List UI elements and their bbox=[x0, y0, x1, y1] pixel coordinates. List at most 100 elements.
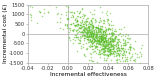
Point bbox=[90, 31, 93, 32]
Point bbox=[88, 28, 90, 29]
Point bbox=[103, 59, 106, 60]
Point bbox=[117, 52, 120, 53]
Point bbox=[66, 23, 68, 24]
Point bbox=[116, 39, 119, 40]
Point bbox=[107, 27, 109, 28]
Point bbox=[72, 16, 75, 17]
Point bbox=[106, 20, 108, 21]
Point bbox=[88, 41, 90, 42]
Point bbox=[90, 32, 92, 34]
Point bbox=[90, 35, 92, 37]
Point bbox=[81, 20, 84, 22]
Point bbox=[89, 39, 92, 40]
Point bbox=[68, 29, 71, 30]
Point bbox=[118, 54, 120, 55]
Point bbox=[140, 55, 143, 56]
Point bbox=[110, 52, 112, 54]
Point bbox=[109, 40, 111, 41]
Point bbox=[115, 54, 117, 56]
Point bbox=[104, 46, 107, 47]
Point bbox=[86, 34, 88, 36]
Point bbox=[103, 19, 105, 21]
Point bbox=[103, 50, 106, 51]
Point bbox=[97, 30, 99, 31]
Point bbox=[128, 46, 130, 47]
Point bbox=[66, 10, 69, 12]
Point bbox=[110, 43, 113, 44]
Point bbox=[97, 28, 99, 29]
Point bbox=[117, 48, 120, 50]
Point bbox=[77, 32, 79, 33]
Point bbox=[100, 37, 103, 38]
Point bbox=[110, 38, 112, 39]
Point bbox=[111, 40, 113, 41]
Point bbox=[78, 28, 80, 29]
Point bbox=[111, 45, 113, 46]
Point bbox=[100, 40, 103, 41]
Point bbox=[114, 51, 116, 52]
Point bbox=[77, 23, 80, 25]
Point bbox=[95, 40, 97, 41]
Point bbox=[79, 32, 82, 33]
Point bbox=[95, 20, 97, 21]
Point bbox=[102, 31, 104, 33]
Point bbox=[103, 47, 106, 49]
Point bbox=[118, 54, 120, 55]
Point bbox=[99, 47, 102, 48]
Point bbox=[114, 59, 117, 60]
Point bbox=[96, 31, 99, 32]
Point bbox=[79, 42, 81, 44]
Point bbox=[98, 7, 101, 8]
Point bbox=[79, 27, 81, 29]
Point bbox=[93, 40, 95, 42]
Point bbox=[105, 41, 107, 43]
Point bbox=[132, 48, 135, 49]
Point bbox=[105, 45, 107, 46]
Point bbox=[110, 21, 113, 22]
Point bbox=[87, 45, 90, 47]
Point bbox=[96, 36, 98, 37]
Point bbox=[99, 29, 102, 30]
Point bbox=[128, 39, 130, 40]
Point bbox=[98, 35, 100, 36]
Point bbox=[100, 35, 102, 36]
Point bbox=[76, 25, 79, 26]
Point bbox=[100, 48, 103, 49]
Point bbox=[96, 53, 99, 55]
Point bbox=[116, 50, 119, 51]
Point bbox=[85, 20, 88, 21]
Point bbox=[91, 40, 93, 41]
Point bbox=[75, 29, 78, 30]
Point bbox=[72, 17, 75, 18]
Point bbox=[55, 22, 58, 23]
Point bbox=[91, 29, 94, 30]
Point bbox=[88, 30, 90, 31]
Point bbox=[80, 31, 83, 32]
Point bbox=[93, 44, 95, 45]
Point bbox=[114, 30, 117, 32]
Point bbox=[74, 18, 77, 19]
Point bbox=[96, 39, 99, 40]
Point bbox=[93, 36, 96, 37]
Point bbox=[85, 31, 87, 32]
Point bbox=[91, 60, 94, 62]
Point bbox=[92, 26, 95, 27]
Point bbox=[90, 36, 93, 37]
Point bbox=[102, 39, 105, 40]
Point bbox=[136, 56, 138, 57]
Point bbox=[92, 61, 95, 62]
Point bbox=[116, 61, 118, 63]
Point bbox=[112, 39, 114, 40]
Point bbox=[135, 53, 138, 55]
Point bbox=[109, 40, 111, 42]
Point bbox=[90, 19, 92, 21]
Point bbox=[101, 35, 104, 36]
Point bbox=[104, 59, 107, 61]
Point bbox=[121, 55, 123, 56]
Point bbox=[87, 27, 89, 28]
Point bbox=[90, 43, 93, 44]
Point bbox=[84, 35, 86, 36]
Point bbox=[82, 25, 85, 26]
Point bbox=[102, 36, 104, 37]
Point bbox=[102, 47, 105, 49]
